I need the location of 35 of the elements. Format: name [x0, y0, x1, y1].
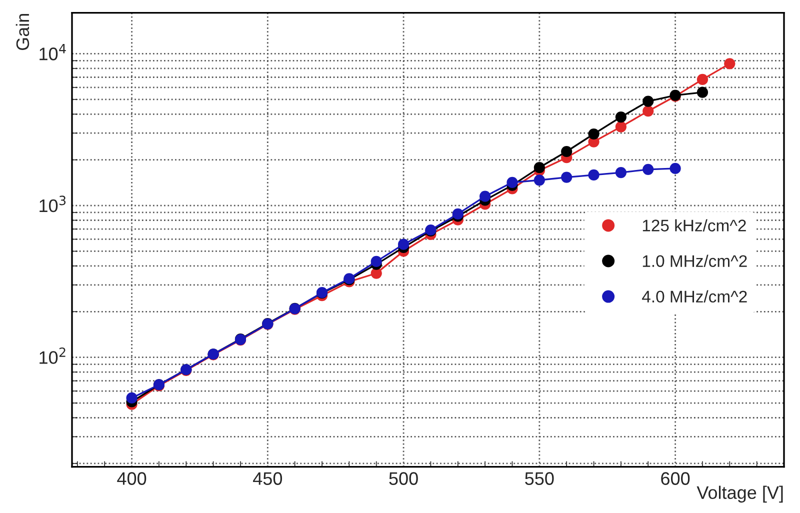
point: [370, 256, 382, 268]
point: [615, 111, 627, 123]
y-tick-label: 10$^{3}$: [40, 196, 66, 212]
point: [398, 238, 410, 250]
point: [670, 162, 681, 174]
point: [534, 162, 545, 174]
x-tick-label: 500: [389, 472, 418, 485]
point: [642, 164, 654, 175]
point: [534, 174, 545, 186]
point: [506, 176, 518, 188]
legend-label: 4.0 MHz/cm^2: [642, 290, 747, 303]
x-tick-label: 450: [253, 472, 282, 485]
x-axis-title: Voltage [V]: [696, 486, 783, 503]
point: [561, 146, 572, 158]
y-tick-label: 10$^{2}$: [40, 347, 66, 364]
point: [452, 208, 464, 220]
point: [642, 96, 654, 107]
point: [480, 190, 491, 202]
point: [615, 166, 627, 178]
y-tick-label: 10$^{4}$: [40, 44, 66, 60]
point: [588, 128, 600, 140]
legend-label: 1.0 MHz/cm^2: [642, 254, 747, 267]
point: [696, 86, 708, 98]
point: [588, 169, 600, 181]
point: [696, 74, 708, 86]
point: [642, 106, 654, 117]
x-tick-label: 550: [525, 472, 554, 485]
point: [724, 58, 736, 70]
legend-label: 125 kHz/cm^2: [642, 219, 746, 232]
point: [126, 392, 138, 404]
x-tick-label: 400: [117, 472, 146, 485]
point: [615, 121, 627, 132]
y-axis-title: Gain: [16, 14, 30, 50]
x-tick-label: 600: [661, 472, 690, 485]
point: [561, 172, 572, 183]
